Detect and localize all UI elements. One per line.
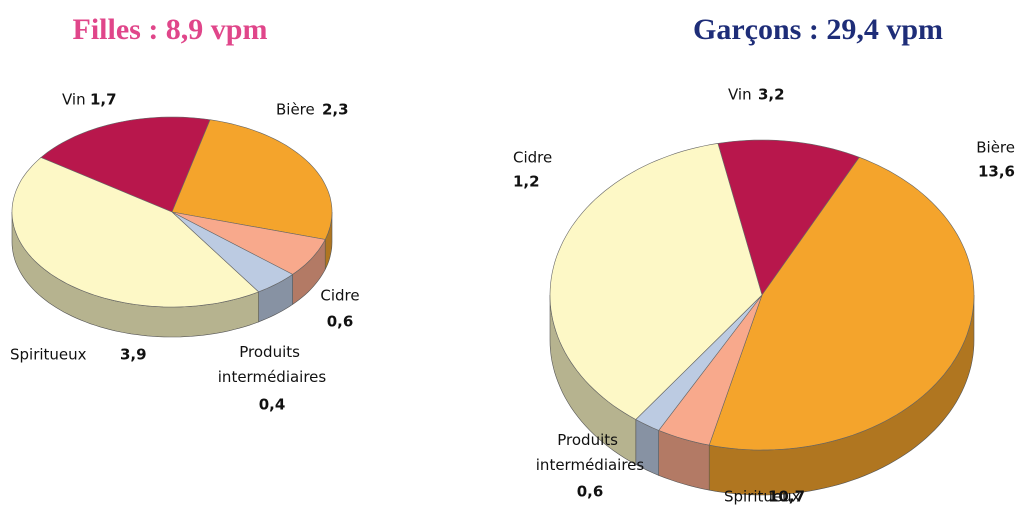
pie-tops	[549, 139, 975, 451]
slice-value: 3,9	[120, 346, 147, 364]
slice-name: Bière	[276, 101, 315, 119]
slice-name-line: intermédiaires	[536, 456, 645, 474]
pie-slice	[658, 294, 763, 446]
pie-walls	[549, 294, 975, 496]
slice-name-line: Produits	[239, 343, 304, 361]
slice-name: Cidre	[513, 149, 552, 167]
slice-value: 10,7	[768, 488, 805, 506]
slice-value: 13,6	[978, 163, 1015, 181]
pie-slice	[708, 156, 975, 451]
pie-slice	[171, 211, 294, 293]
slice-value: 0,4	[259, 396, 286, 414]
pie-tops	[11, 116, 333, 308]
slice-name: Cidre	[320, 287, 359, 305]
slice-value: 1,7	[90, 91, 117, 109]
slice-name: Vin	[62, 91, 86, 109]
pie-slice	[40, 116, 211, 213]
slice-name: Spiritueux	[724, 488, 801, 506]
slice-name: Bière	[976, 139, 1015, 157]
pie-slice	[171, 119, 333, 240]
slice-name: Vin	[728, 86, 752, 104]
slice-value: 0,6	[577, 483, 604, 501]
slice-value: 3,2	[758, 86, 785, 104]
slice-name-line: intermédiaires	[218, 368, 327, 386]
slice-name: Produits intermédiaires	[218, 343, 327, 386]
slice-name: Produits intermédiaires	[536, 431, 645, 474]
slice-name: Spiritueux	[10, 346, 87, 364]
slice-value: 0,6	[327, 313, 354, 331]
slice-value: 1,2	[513, 173, 540, 191]
chart-title: Filles : 8,9 vpm	[73, 13, 268, 46]
chart-title: Garçons : 29,4 vpm	[693, 13, 943, 46]
slice-name-line: Produits	[557, 431, 622, 449]
pie-slice	[549, 143, 763, 420]
pie-slice	[717, 139, 860, 296]
pie-slice	[171, 211, 326, 275]
pie-slice	[11, 157, 260, 308]
slice-value: 2,3	[322, 101, 349, 119]
